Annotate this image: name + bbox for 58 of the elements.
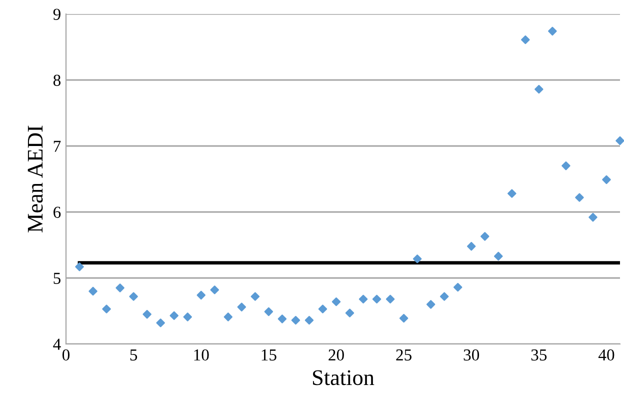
point	[358, 294, 368, 304]
point	[237, 302, 246, 312]
point	[399, 314, 408, 323]
y-tick-label: 9	[53, 8, 60, 20]
point	[480, 232, 490, 241]
y-tick-label: 8	[53, 74, 61, 86]
point	[412, 254, 422, 264]
point	[534, 84, 544, 94]
x-tick-label: 0	[62, 349, 70, 361]
point	[250, 292, 260, 301]
point	[345, 308, 354, 318]
point	[196, 290, 206, 300]
point	[602, 175, 611, 184]
point	[562, 161, 570, 170]
y-tick-label: 4	[53, 338, 61, 350]
point	[453, 282, 462, 292]
point	[521, 35, 530, 44]
point	[318, 304, 328, 314]
point	[170, 311, 178, 320]
x-tick-label: 15	[262, 349, 276, 361]
point	[372, 294, 382, 304]
point	[224, 312, 233, 322]
point	[440, 292, 449, 301]
point	[508, 189, 516, 198]
point	[75, 262, 84, 272]
point	[142, 310, 152, 319]
y-tick-label: 6	[54, 206, 61, 218]
point	[183, 312, 192, 322]
point	[129, 292, 138, 301]
x-tick-label: 20	[328, 349, 344, 361]
point	[156, 318, 165, 328]
point	[278, 314, 287, 324]
point	[575, 193, 584, 202]
point	[548, 26, 557, 36]
point	[588, 212, 598, 222]
point	[210, 286, 220, 294]
x-tick-label: 30	[464, 349, 480, 361]
point	[466, 242, 476, 251]
x-tick-label: 40	[598, 349, 614, 361]
point	[332, 297, 341, 306]
point	[291, 316, 300, 325]
point	[264, 307, 274, 316]
y-axis-title: Mean AEDI	[28, 126, 43, 232]
x-axis-title: Station	[313, 370, 374, 386]
point	[304, 316, 314, 325]
y-tick-label: 5	[54, 272, 60, 284]
point	[116, 284, 124, 292]
y-tick-label: 7	[54, 140, 61, 152]
x-tick-label: 25	[396, 349, 412, 361]
point	[102, 304, 111, 314]
x-tick-label: 10	[194, 349, 209, 361]
point	[616, 136, 624, 146]
x-tick-label: 5	[130, 350, 138, 361]
point	[494, 252, 503, 261]
point	[386, 294, 395, 304]
x-tick-label: 35	[531, 349, 547, 361]
point	[426, 300, 436, 309]
point	[88, 286, 98, 296]
